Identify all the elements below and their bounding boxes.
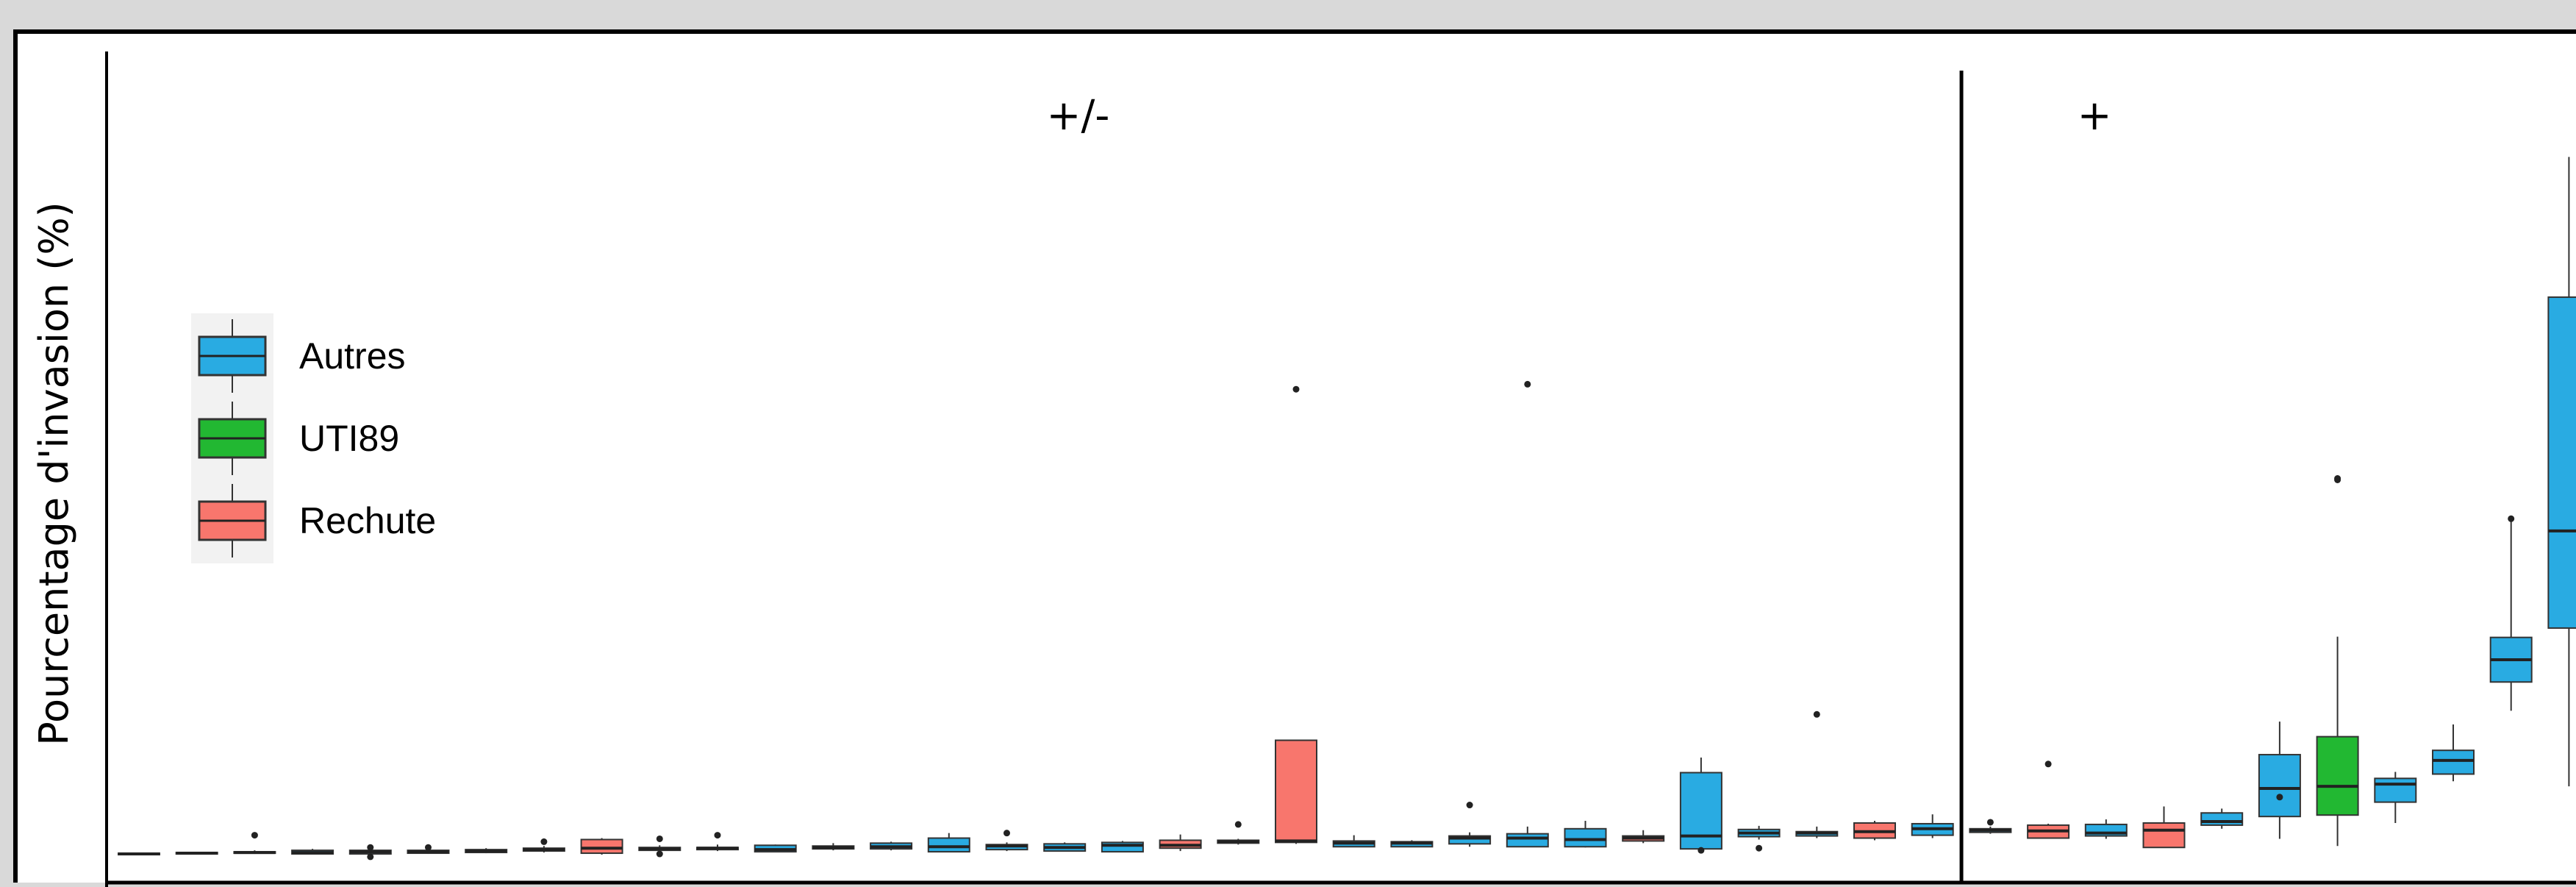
box-body bbox=[2258, 754, 2301, 818]
box-outlier bbox=[656, 850, 663, 858]
box-outlier bbox=[367, 844, 374, 851]
box-body bbox=[2200, 812, 2244, 826]
box-body bbox=[927, 837, 970, 853]
box-body bbox=[1506, 833, 1549, 848]
box-39 bbox=[2316, 475, 2359, 847]
box-30 bbox=[1795, 710, 1839, 838]
box-outlier bbox=[656, 835, 663, 842]
box-22 bbox=[1332, 835, 1375, 848]
box-outlier bbox=[1986, 819, 1994, 826]
box-outlier bbox=[1003, 830, 1010, 837]
box-4 bbox=[291, 849, 334, 855]
box-23 bbox=[1390, 840, 1434, 848]
box-15 bbox=[927, 833, 970, 853]
box-27 bbox=[1622, 830, 1665, 844]
legend-label: Rechute bbox=[299, 500, 436, 541]
legend-item-uti89: UTI89 bbox=[198, 402, 399, 475]
box-body bbox=[2374, 777, 2417, 803]
box-body bbox=[2316, 735, 2359, 816]
box-24 bbox=[1448, 802, 1492, 847]
box-outlier bbox=[2334, 475, 2341, 482]
box-8 bbox=[522, 838, 565, 853]
box-outlier bbox=[2044, 760, 2052, 768]
box-outlier bbox=[1234, 821, 1242, 828]
panel-layer: +/- + bbox=[1047, 71, 2112, 883]
box-37 bbox=[2200, 808, 2244, 829]
box-body bbox=[1101, 841, 1144, 853]
legend-label: UTI89 bbox=[299, 418, 399, 459]
box-9 bbox=[580, 838, 623, 855]
box-outlier bbox=[1756, 844, 1763, 852]
box-35 bbox=[2084, 819, 2128, 839]
box-outlier bbox=[540, 838, 548, 845]
box-40 bbox=[2374, 772, 2417, 823]
box-outlier bbox=[1813, 710, 1820, 718]
box-11 bbox=[696, 832, 739, 852]
box-19 bbox=[1159, 834, 1202, 852]
box-3 bbox=[233, 832, 276, 855]
box-26 bbox=[1564, 821, 1607, 848]
box-13 bbox=[812, 843, 855, 851]
boxplot-chart: Pourcentage d'invasion (%) +/- + Autres UT… bbox=[31, 51, 2576, 887]
box-1 bbox=[118, 852, 160, 856]
box-outlier bbox=[714, 832, 721, 839]
box-43 bbox=[2547, 157, 2576, 787]
box-16 bbox=[985, 830, 1028, 852]
box-5 bbox=[348, 844, 392, 861]
box-body bbox=[1679, 772, 1722, 850]
legend-item-rechute: Rechute bbox=[198, 484, 436, 558]
box-body bbox=[1564, 827, 1607, 848]
box-29 bbox=[1737, 825, 1781, 852]
box-outlier bbox=[2276, 794, 2283, 801]
box-33 bbox=[1969, 819, 2012, 834]
box-body bbox=[2432, 749, 2475, 775]
box-outlier bbox=[2508, 515, 2515, 522]
box-body bbox=[1448, 835, 1492, 845]
box-25 bbox=[1506, 380, 1549, 848]
box-36 bbox=[2142, 806, 2186, 849]
box-layer bbox=[118, 157, 2576, 861]
box-body bbox=[2142, 822, 2186, 849]
box-10 bbox=[638, 835, 681, 858]
box-34 bbox=[2027, 760, 2070, 839]
box-20 bbox=[1217, 821, 1260, 845]
box-body bbox=[1275, 739, 1317, 844]
legend-item-autres: Autres bbox=[198, 319, 406, 393]
box-outlier bbox=[251, 832, 258, 839]
box-outlier bbox=[367, 853, 374, 861]
box-outlier bbox=[425, 844, 432, 851]
box-41 bbox=[2432, 724, 2475, 782]
box-outlier bbox=[1524, 380, 1531, 388]
box-12 bbox=[754, 844, 797, 853]
box-14 bbox=[870, 841, 913, 851]
box-21 bbox=[1275, 385, 1317, 844]
panel-label: +/- bbox=[1047, 92, 1110, 140]
box-2 bbox=[175, 852, 218, 855]
box-7 bbox=[465, 848, 508, 854]
box-28 bbox=[1679, 757, 1722, 854]
panel-label: + bbox=[2078, 92, 2112, 140]
box-outlier bbox=[1292, 385, 1300, 393]
box-outlier bbox=[1466, 802, 1473, 809]
box-38 bbox=[2258, 722, 2301, 839]
legend: Autres UTI89 Rechute bbox=[191, 313, 436, 563]
box-42 bbox=[2489, 515, 2533, 711]
box-body bbox=[2547, 296, 2576, 629]
box-body bbox=[580, 838, 623, 855]
box-32 bbox=[1911, 814, 1954, 838]
legend-label: Autres bbox=[299, 335, 406, 377]
box-17 bbox=[1043, 842, 1087, 852]
box-18 bbox=[1101, 841, 1144, 853]
y-axis-label: Pourcentage d'invasion (%) bbox=[31, 202, 77, 745]
box-31 bbox=[1853, 821, 1896, 841]
box-6 bbox=[407, 844, 450, 855]
figure-panel: Pourcentage d'invasion (%) +/- + Autres UT… bbox=[13, 29, 2576, 887]
box-outlier bbox=[1697, 847, 1705, 854]
